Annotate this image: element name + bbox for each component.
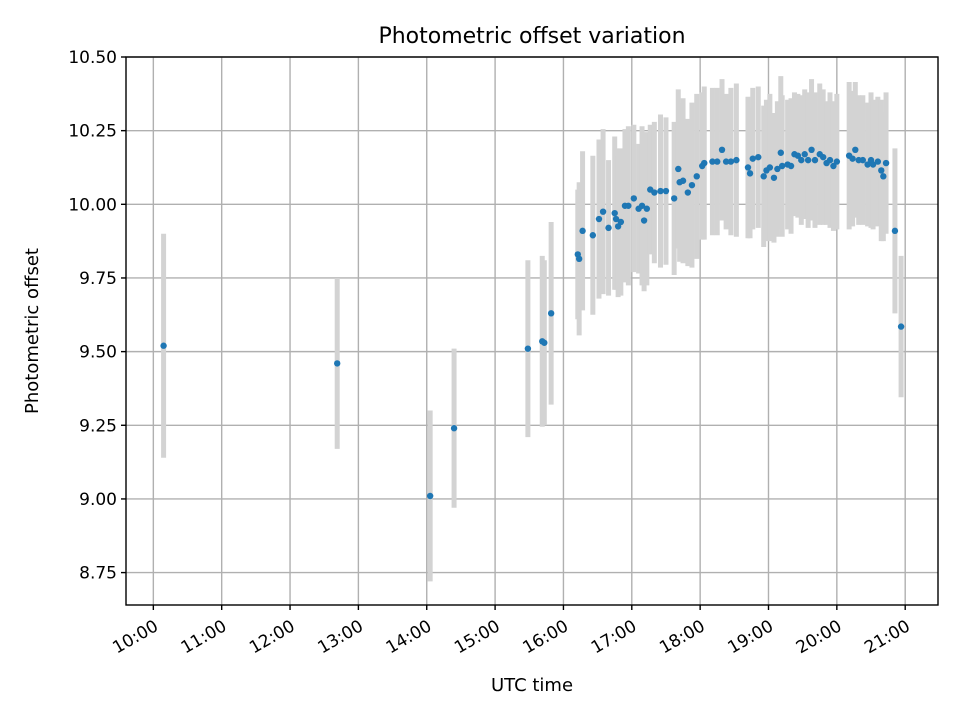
y-tick-label: 9.50 xyxy=(79,343,117,363)
plot-frame xyxy=(125,56,939,606)
data-point xyxy=(811,156,819,164)
data-point xyxy=(547,310,555,317)
chart-title: Photometric offset variation xyxy=(378,24,685,49)
data-point xyxy=(657,187,664,195)
data-point xyxy=(662,187,670,195)
data-point xyxy=(693,173,700,180)
data-point xyxy=(684,189,692,196)
data-point xyxy=(755,153,762,161)
data-point xyxy=(727,158,735,165)
data-point xyxy=(859,156,867,164)
data-point xyxy=(688,181,696,189)
data-point xyxy=(760,173,767,180)
data-point xyxy=(819,153,827,161)
data-point xyxy=(701,159,708,167)
data-point xyxy=(869,161,877,168)
data-point xyxy=(617,218,625,226)
y-tick-label: 9.75 xyxy=(79,269,117,289)
data-point xyxy=(880,173,887,180)
data-point xyxy=(897,323,905,330)
data-point xyxy=(794,152,802,159)
data-point xyxy=(630,195,638,202)
data-point xyxy=(849,155,856,162)
data-point xyxy=(733,156,740,164)
data-point xyxy=(334,360,341,367)
y-axis-ticks: 8.75 9.00 9.25 9.50 9.75 10.00 10.25 10.50 xyxy=(68,48,126,584)
data-point xyxy=(541,339,548,346)
data-point xyxy=(589,232,597,239)
data-point xyxy=(830,162,837,170)
data-point xyxy=(787,162,795,170)
data-point xyxy=(718,146,726,154)
y-tick-label: 9.25 xyxy=(79,416,117,436)
data-point xyxy=(450,425,458,432)
y-axis-label: Photometric offset xyxy=(22,248,43,414)
data-point xyxy=(611,209,618,217)
data-point xyxy=(882,159,890,167)
data-point xyxy=(524,345,532,352)
data-point xyxy=(777,149,784,156)
data-point xyxy=(722,158,730,165)
data-point xyxy=(770,174,778,181)
data-point xyxy=(749,155,756,162)
data-point xyxy=(675,165,682,173)
data-point xyxy=(625,202,632,209)
data-point xyxy=(643,205,651,212)
data-point xyxy=(801,151,808,158)
data-point xyxy=(640,217,648,224)
data-point xyxy=(778,162,786,170)
data-point xyxy=(638,202,646,209)
data-point xyxy=(595,215,603,223)
data-point xyxy=(670,195,678,202)
data-point xyxy=(599,208,607,215)
data-point xyxy=(746,170,754,177)
data-point xyxy=(744,164,752,171)
y-tick-label: 10.50 xyxy=(68,48,117,68)
data-point xyxy=(774,165,781,173)
x-axis-label: UTC time xyxy=(491,675,573,696)
data-point xyxy=(612,215,620,223)
data-point xyxy=(804,156,812,164)
data-point xyxy=(808,146,815,154)
data-point xyxy=(575,255,583,263)
data-point xyxy=(874,158,882,165)
y-tick-label: 9.00 xyxy=(79,490,117,510)
data-point xyxy=(891,227,899,235)
y-tick-label: 10.25 xyxy=(68,122,117,142)
data-point xyxy=(426,492,434,500)
data-point xyxy=(160,342,167,349)
data-point xyxy=(651,189,658,196)
data-point xyxy=(579,227,586,235)
data-point xyxy=(833,158,841,165)
data-point xyxy=(852,146,859,154)
data-points xyxy=(160,146,905,500)
data-point xyxy=(766,164,774,171)
data-point xyxy=(714,158,721,165)
data-point xyxy=(709,158,716,165)
data-point xyxy=(864,161,871,168)
data-point xyxy=(679,177,687,184)
y-tick-label: 8.75 xyxy=(79,564,117,584)
data-point xyxy=(798,156,805,164)
data-point xyxy=(605,224,612,232)
data-point xyxy=(826,156,834,164)
y-tick-label: 10.00 xyxy=(68,195,117,215)
data-point xyxy=(878,167,885,174)
